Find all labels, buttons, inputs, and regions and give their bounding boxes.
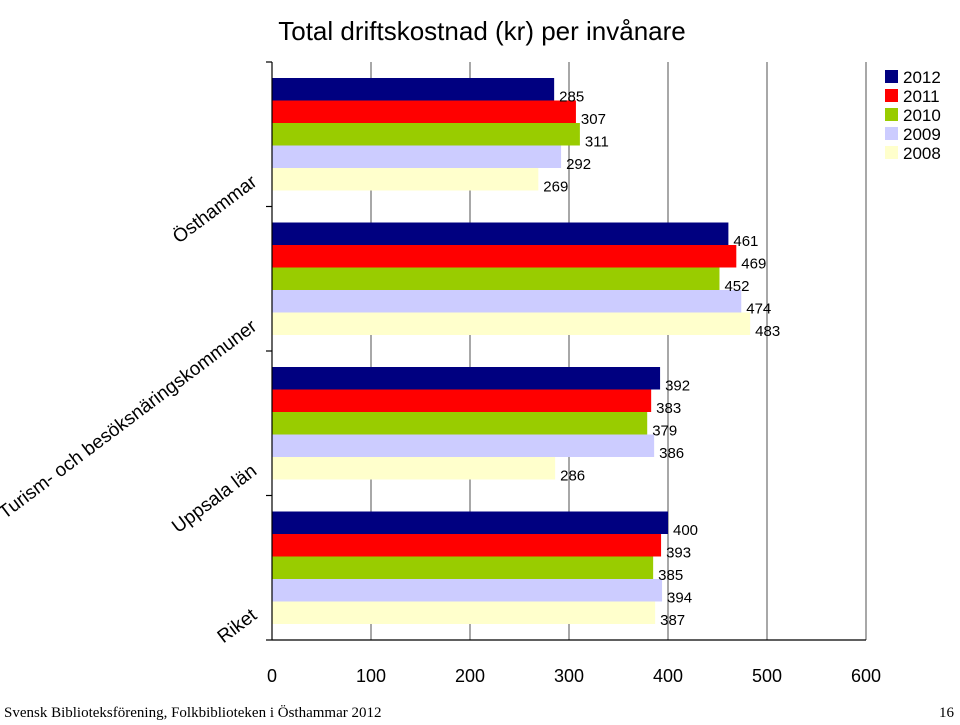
- footer-text: Svensk Biblioteksförening, Folkbibliotek…: [4, 705, 382, 721]
- bar: [272, 222, 729, 245]
- bar: [272, 579, 663, 602]
- data-label: 452: [724, 278, 749, 295]
- data-label: 311: [585, 133, 609, 150]
- bar: [272, 511, 668, 534]
- x-tick-label: 500: [752, 666, 782, 686]
- bar: [272, 457, 556, 480]
- bar: [272, 168, 539, 191]
- category-label: Riket: [214, 605, 262, 648]
- bar: [272, 434, 655, 457]
- bar: [272, 367, 661, 390]
- legend-swatch: [885, 89, 898, 102]
- chart-title: Total driftskostnad (kr) per invånare: [278, 16, 686, 46]
- bar: [272, 412, 648, 435]
- legend-label: 2008: [903, 144, 941, 163]
- data-label: 469: [741, 255, 766, 272]
- axes: [266, 61, 866, 641]
- data-label: 400: [673, 522, 698, 539]
- data-label: 483: [755, 323, 780, 340]
- data-label: 387: [660, 612, 685, 629]
- data-label: 386: [659, 445, 684, 462]
- bar: [272, 145, 562, 168]
- bar: [272, 556, 654, 579]
- data-label: 461: [733, 233, 758, 250]
- page-number: 16: [939, 705, 954, 721]
- bars: [272, 78, 751, 624]
- data-label: 383: [656, 400, 681, 417]
- x-tick-label: 400: [653, 666, 683, 686]
- bar: [272, 312, 751, 335]
- category-label: Uppsala län: [168, 460, 261, 537]
- bar: [272, 389, 652, 412]
- bar: [272, 245, 737, 268]
- x-tick-label: 600: [851, 666, 881, 686]
- legend-swatch: [885, 70, 898, 83]
- x-tick-label: 200: [455, 666, 485, 686]
- data-labels: 285 307 311 292 269 461 469 452 474 483 392 383 379 3…: [543, 88, 780, 629]
- data-label: 379: [652, 422, 677, 439]
- data-label: 286: [560, 467, 585, 484]
- x-tick-label: 0: [267, 666, 277, 686]
- data-label: 394: [667, 589, 692, 606]
- bar: [272, 601, 656, 624]
- data-label: 307: [581, 111, 606, 128]
- data-label: 285: [559, 88, 584, 105]
- x-tick-label: 100: [356, 666, 386, 686]
- x-tick-labels: 0 100 200 300 400 500 600: [267, 666, 881, 686]
- data-label: 269: [543, 178, 568, 195]
- bar: [272, 267, 720, 290]
- legend-label: 2011: [903, 87, 940, 106]
- legend-swatch: [885, 146, 898, 159]
- bar: [272, 534, 662, 557]
- data-label: 385: [658, 567, 683, 584]
- data-label: 474: [746, 300, 771, 317]
- category-label: Östhammar: [169, 171, 261, 248]
- legend-label: 2009: [903, 125, 941, 144]
- bar: [272, 100, 576, 123]
- bar: [272, 290, 742, 313]
- bar: [272, 123, 580, 146]
- data-label: 292: [566, 156, 591, 173]
- data-label: 392: [665, 377, 690, 394]
- bar: [272, 78, 555, 101]
- legend-swatch: [885, 127, 898, 140]
- data-label: 393: [666, 544, 691, 561]
- x-tick-label: 300: [554, 666, 584, 686]
- bar-chart: Total driftskostnad (kr) per invånare 28…: [0, 16, 941, 686]
- legend-label: 2010: [903, 106, 941, 125]
- legend-label: 2012: [903, 68, 941, 87]
- legend-swatch: [885, 108, 898, 121]
